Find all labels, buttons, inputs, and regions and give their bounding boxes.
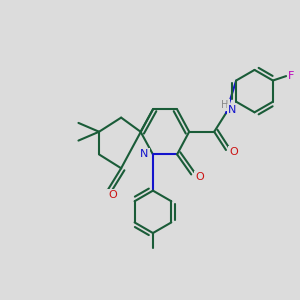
Text: N: N: [228, 105, 237, 115]
Text: O: O: [108, 190, 117, 200]
Text: O: O: [230, 147, 238, 158]
Text: O: O: [195, 172, 204, 182]
Text: F: F: [288, 71, 295, 81]
Text: H: H: [221, 100, 228, 110]
Text: N: N: [140, 149, 148, 159]
